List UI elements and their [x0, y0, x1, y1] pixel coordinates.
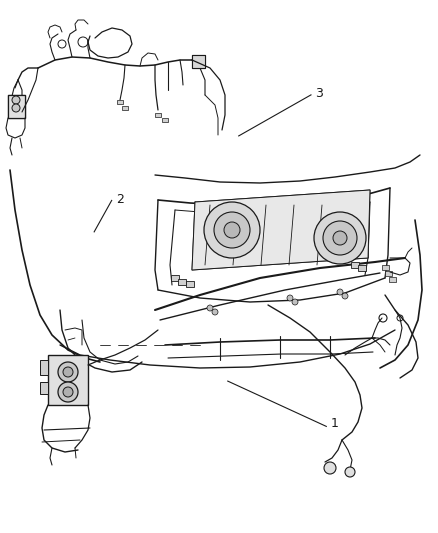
Circle shape: [63, 387, 73, 397]
Circle shape: [12, 96, 20, 104]
Text: 2: 2: [116, 193, 124, 206]
Bar: [186, 281, 194, 287]
Circle shape: [292, 299, 298, 305]
Polygon shape: [192, 55, 205, 68]
Bar: [358, 265, 366, 271]
Circle shape: [12, 104, 20, 112]
Circle shape: [314, 212, 366, 264]
Circle shape: [204, 202, 260, 258]
Circle shape: [337, 289, 343, 295]
Circle shape: [345, 467, 355, 477]
Circle shape: [287, 295, 293, 301]
Bar: [40, 360, 48, 375]
Text: 1: 1: [331, 417, 339, 430]
Polygon shape: [8, 95, 25, 118]
Bar: [385, 271, 392, 276]
Bar: [155, 113, 161, 117]
Bar: [178, 279, 186, 285]
Bar: [382, 265, 389, 270]
Circle shape: [212, 309, 218, 315]
Circle shape: [333, 231, 347, 245]
Bar: [351, 262, 359, 268]
Bar: [389, 277, 396, 282]
Circle shape: [324, 462, 336, 474]
Bar: [48, 355, 88, 405]
Bar: [40, 382, 48, 394]
Circle shape: [58, 362, 78, 382]
Bar: [117, 100, 123, 104]
Circle shape: [207, 305, 213, 311]
Circle shape: [63, 367, 73, 377]
Circle shape: [224, 222, 240, 238]
Text: 3: 3: [315, 87, 323, 100]
Circle shape: [323, 221, 357, 255]
Circle shape: [214, 212, 250, 248]
Bar: [171, 275, 179, 281]
Bar: [162, 118, 168, 122]
Circle shape: [58, 382, 78, 402]
Polygon shape: [192, 190, 370, 270]
Bar: [122, 106, 128, 110]
Circle shape: [342, 293, 348, 299]
